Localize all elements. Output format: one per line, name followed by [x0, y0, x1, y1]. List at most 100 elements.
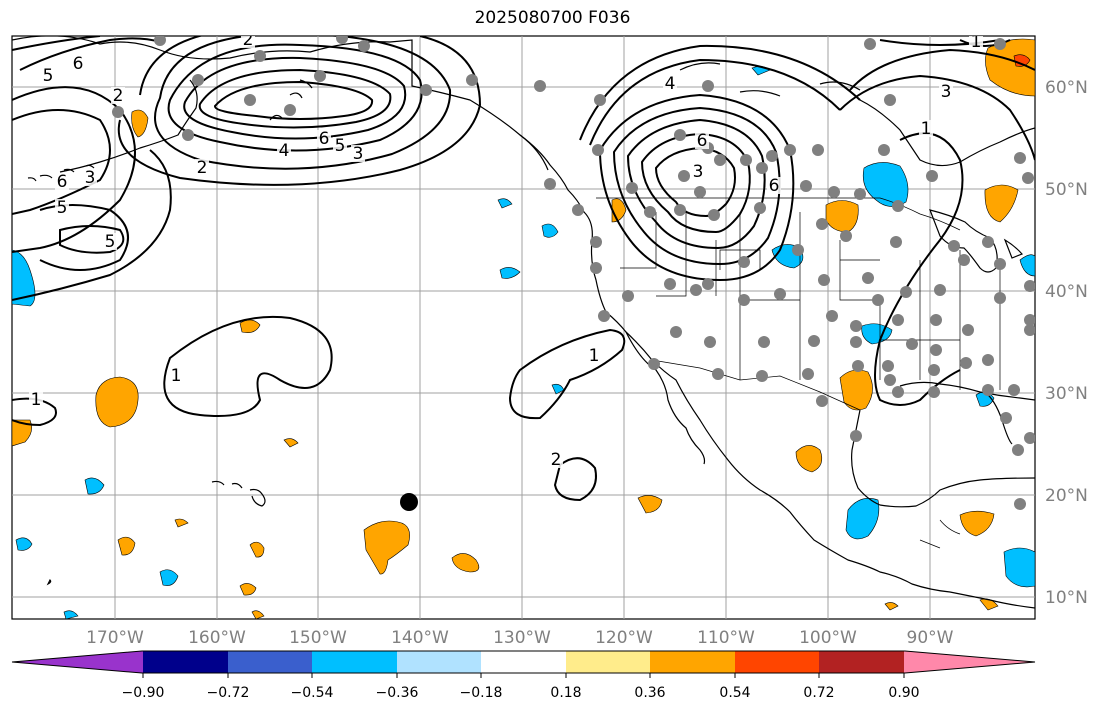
station-dot: [674, 204, 686, 216]
station-dot: [826, 310, 838, 322]
negative-shade-region: [63, 610, 79, 619]
station-dot: [592, 144, 604, 156]
contour-label: 6: [57, 172, 68, 192]
station-dot: [962, 324, 974, 336]
positive-shade-region: [117, 536, 136, 556]
positive-shade-region: [174, 518, 189, 528]
station-dot: [466, 74, 478, 86]
contour-label: 5: [335, 136, 346, 156]
graticule: [12, 36, 1035, 619]
station-dot: [1014, 498, 1026, 510]
station-dot: [982, 354, 994, 366]
colorbar-tick-label: −0.72: [207, 685, 250, 701]
lat-tick-label: 10°N: [1045, 588, 1088, 608]
location-marker: [400, 493, 418, 511]
station-dot: [154, 36, 166, 46]
station-dot: [590, 236, 602, 248]
positive-shade-region: [451, 553, 480, 573]
station-dot: [862, 272, 874, 284]
station-dot: [1012, 444, 1024, 456]
colorbar-left-arrow: [12, 651, 142, 673]
station-dot: [534, 80, 546, 92]
station-dot: [900, 286, 912, 298]
station-dot: [670, 326, 682, 338]
positive-shade-region: [363, 520, 410, 575]
station-dot: [572, 204, 584, 216]
station-dot: [930, 314, 942, 326]
lat-tick-label: 30°N: [1045, 384, 1088, 404]
colorbar-outline: [11, 650, 1036, 674]
station-dot: [594, 94, 606, 106]
colorbar-tick-label: −0.90: [122, 685, 165, 701]
station-dot: [802, 368, 814, 380]
lon-tick-label: 110°W: [697, 628, 755, 648]
station-dot: [982, 384, 994, 396]
colorbar-tick-label: −0.36: [376, 685, 419, 701]
station-dot: [694, 186, 706, 198]
lon-tick-label: 120°W: [595, 628, 653, 648]
station-dot: [754, 202, 766, 214]
lon-tick-label: 130°W: [493, 628, 551, 648]
lat-tick-label: 20°N: [1045, 486, 1088, 506]
contour-label: 2: [551, 450, 562, 470]
station-dot: [674, 129, 686, 141]
station-dot: [800, 180, 812, 192]
contour-label: 2: [243, 30, 254, 50]
negative-shade-region: [159, 569, 179, 586]
negative-shade-region: [1003, 547, 1035, 588]
positive-shade-region: [95, 376, 139, 428]
longitude-tick-labels: 170°W 160°W 150°W 140°W 130°W 120°W 110°W 100°W…: [86, 628, 954, 648]
colorbar-segment: [397, 651, 481, 673]
station-dot: [598, 310, 610, 322]
station-dot: [840, 230, 852, 242]
lat-tick-label: 60°N: [1045, 78, 1088, 98]
colorbar-segment: [650, 651, 735, 673]
station-dot: [982, 236, 994, 248]
station-dot: [930, 344, 942, 356]
station-dot: [850, 430, 862, 442]
station-dot: [872, 294, 884, 306]
station-dot: [284, 104, 296, 116]
contour-label: 5: [57, 198, 68, 218]
station-dot: [626, 182, 638, 194]
lon-tick-label: 90°W: [907, 628, 954, 648]
station-dot: [1024, 280, 1035, 292]
station-dot: [884, 94, 896, 106]
station-dot: [994, 292, 1006, 304]
colorbar-tick-label: 0.18: [550, 685, 581, 701]
colorbar-segment: [481, 651, 566, 673]
station-dot: [1022, 172, 1034, 184]
colorbar-segment: [312, 651, 397, 673]
contour-label: 1: [171, 366, 182, 386]
station-dot: [852, 360, 864, 372]
colorbar-segment: [141, 651, 143, 673]
contour-label: 4: [665, 74, 676, 94]
colorbar-segment: [228, 651, 312, 673]
contour-label: 5: [105, 232, 116, 252]
positive-shade-region: [959, 510, 995, 537]
station-dot: [928, 364, 940, 376]
station-dot: [1014, 152, 1026, 164]
station-dots: [112, 36, 1035, 510]
station-dot: [816, 218, 828, 230]
negative-shade-region: [12, 249, 36, 307]
colorbar-segment: [735, 651, 819, 673]
station-dot: [994, 258, 1006, 270]
lon-tick-label: 140°W: [391, 628, 449, 648]
station-dot: [704, 336, 716, 348]
negative-shade-region: [497, 198, 513, 209]
station-dot: [244, 94, 256, 106]
lat-tick-label: 50°N: [1045, 180, 1088, 200]
station-dot: [818, 274, 830, 286]
contour-label: 3: [941, 82, 952, 102]
colorbar-tick-label: 0.72: [803, 685, 834, 701]
station-dot: [882, 360, 894, 372]
contour-label: 2: [113, 86, 124, 106]
contour-lines: [12, 36, 1035, 502]
station-dot: [864, 38, 876, 50]
colorbar-segment: [566, 651, 650, 673]
contour-label: 6: [769, 176, 780, 196]
station-dot: [758, 336, 770, 348]
colorbar-tick-label: 0.36: [634, 685, 665, 701]
